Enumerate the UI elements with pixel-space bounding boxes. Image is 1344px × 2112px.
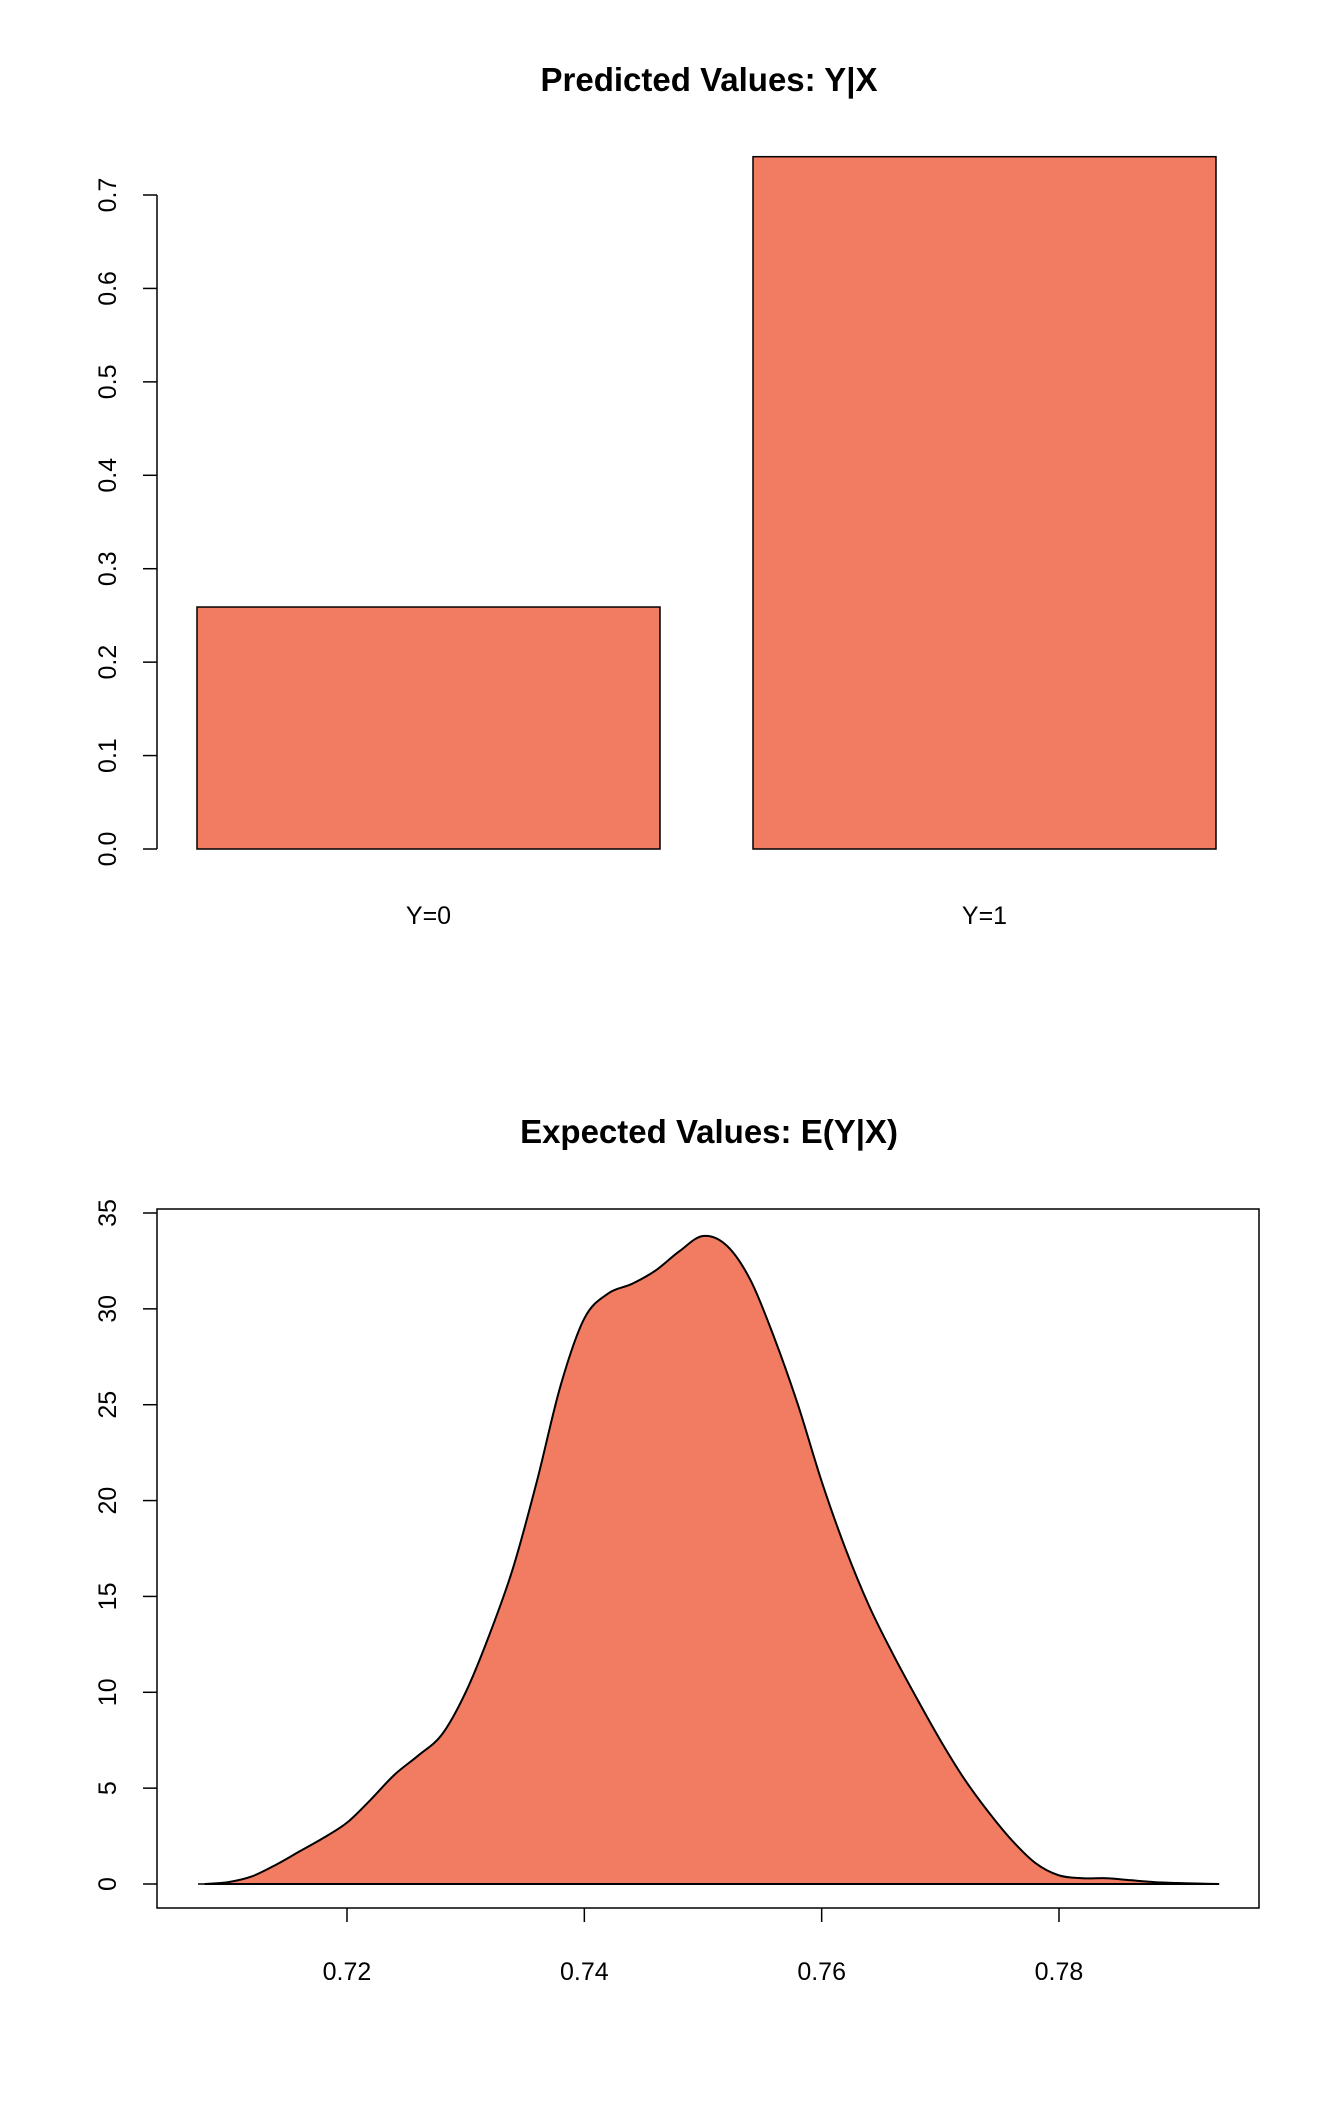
chart1-y-tick-label: 0.7 [94,178,122,213]
chart1-y-tick-label: 0.4 [94,458,122,493]
chart1-x-label: Y=1 [962,902,1007,930]
chart2-x-tick-label: 0.72 [323,1958,372,1986]
chart2-plot-box [156,1208,1260,1909]
chart2-y-tick-label: 35 [94,1199,122,1227]
chart1-y-tick-label: 0.5 [94,364,122,399]
chart1-y-tick-label: 0.3 [94,551,122,586]
chart2-y-tick-label: 0 [94,1877,122,1891]
chart1-y-tick-label: 0.2 [94,645,122,680]
chart2-y-tick-label: 10 [94,1678,122,1706]
chart1-y-tick-label: 0.1 [94,738,122,773]
chart2-y-tick-label: 30 [94,1295,122,1323]
chart2-density-area [204,1234,1220,1885]
expected-values-chart: Expected Values: E(Y|X) 0 5 10 15 20 25 30 35 0… [94,1113,1260,1986]
chart2-title: Expected Values: E(Y|X) [520,1113,898,1150]
chart2-x-tick-label: 0.76 [797,1958,846,1986]
chart1-y-tick-label: 0.6 [94,271,122,306]
chart2-y-ticks: 0 5 10 15 20 25 30 35 [94,1199,157,1891]
chart1-bar [752,155,1217,850]
chart1-title: Predicted Values: Y|X [541,61,878,98]
chart1-bar [196,606,661,850]
chart2-y-tick-label: 15 [94,1583,122,1611]
chart1-y-tick-label: 0.0 [94,832,122,867]
chart2-y-tick-label: 25 [94,1391,122,1419]
chart1-x-labels: Y=0 Y=1 [406,902,1007,930]
chart2-x-tick-label: 0.74 [560,1958,609,1986]
chart2-y-tick-label: 5 [94,1781,122,1795]
chart2-x-tick-label: 0.78 [1035,1958,1084,1986]
predicted-values-chart: Predicted Values: Y|X 0.0 0.1 0.2 0.3 0.4 0.5… [94,61,1217,930]
chart2-y-tick-label: 20 [94,1487,122,1515]
chart2-x-ticks: 0.72 0.74 0.76 0.78 [323,1908,1084,1986]
chart1-x-label: Y=0 [406,902,451,930]
chart1-y-ticks: 0.0 0.1 0.2 0.3 0.4 0.5 0.6 0.7 [94,178,157,867]
chart1-bars [196,155,1217,850]
